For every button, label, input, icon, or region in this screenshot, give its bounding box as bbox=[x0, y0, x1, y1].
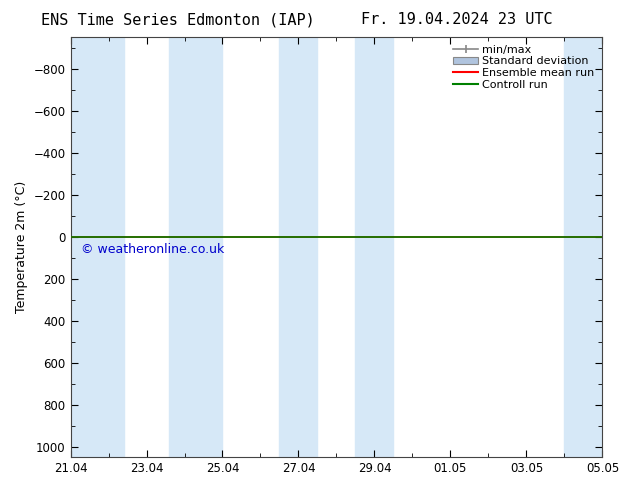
Bar bbox=[564, 37, 602, 457]
Legend: min/max, Standard deviation, Ensemble mean run, Controll run: min/max, Standard deviation, Ensemble me… bbox=[451, 43, 597, 92]
Bar bbox=[169, 37, 223, 457]
Bar bbox=[280, 37, 318, 457]
Text: ENS Time Series Edmonton (IAP): ENS Time Series Edmonton (IAP) bbox=[41, 12, 314, 27]
Text: Fr. 19.04.2024 23 UTC: Fr. 19.04.2024 23 UTC bbox=[361, 12, 552, 27]
Bar bbox=[356, 37, 394, 457]
Text: © weatheronline.co.uk: © weatheronline.co.uk bbox=[81, 243, 224, 256]
Bar bbox=[70, 37, 124, 457]
Y-axis label: Temperature 2m (°C): Temperature 2m (°C) bbox=[15, 181, 28, 313]
